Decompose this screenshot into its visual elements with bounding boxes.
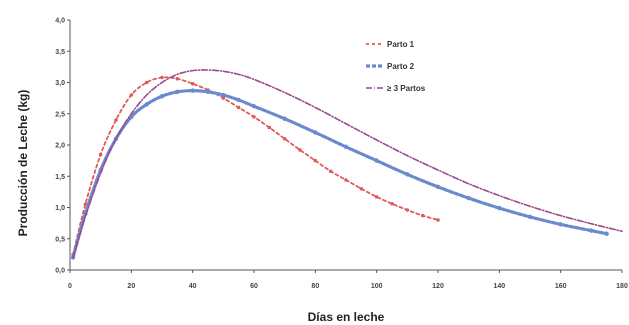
series-parto-1 <box>71 75 440 257</box>
series-line-parto-1 <box>72 76 439 256</box>
series-3-partos <box>72 69 623 259</box>
y-tick-label: 0,5 <box>55 236 65 243</box>
data-point <box>236 97 241 103</box>
data-point <box>604 231 609 236</box>
x-tick-label: 60 <box>250 283 258 290</box>
x-tick-label: 80 <box>311 283 319 290</box>
data-point <box>205 89 211 95</box>
x-tick-label: 120 <box>432 283 444 290</box>
series-parto-2 <box>70 88 609 260</box>
x-tick-label: 160 <box>555 283 567 290</box>
data-point <box>343 144 349 150</box>
data-point <box>298 148 302 152</box>
data-point <box>359 186 364 191</box>
data-point <box>251 104 257 109</box>
series-line-3-partos <box>72 69 623 259</box>
data-point <box>328 169 333 174</box>
data-point <box>435 184 441 190</box>
legend-label: Parto 2 <box>387 62 415 71</box>
series-line-parto-2 <box>71 89 609 260</box>
series-layer <box>70 69 623 260</box>
data-point <box>221 96 226 100</box>
y-tick-label: 3,5 <box>55 49 65 56</box>
y-tick-label: 2,0 <box>55 143 65 150</box>
data-point <box>558 222 563 227</box>
y-tick-label: 3,0 <box>55 80 65 87</box>
data-point <box>344 178 348 182</box>
y-tick-label: 2,5 <box>55 111 65 118</box>
data-point <box>390 201 394 206</box>
x-tick-label: 100 <box>371 283 383 290</box>
y-axis-title: Producción de Leche (kg) <box>16 90 30 237</box>
data-point <box>313 130 318 135</box>
data-point <box>405 208 410 212</box>
data-point <box>159 94 165 99</box>
data-point <box>497 205 502 211</box>
data-point <box>282 116 287 121</box>
data-point <box>466 195 471 201</box>
x-tick-label: 180 <box>616 283 628 290</box>
x-axis-title: Días en leche <box>308 310 385 324</box>
data-point <box>267 125 272 130</box>
y-tick-label: 1,5 <box>55 174 65 181</box>
data-point <box>252 115 256 119</box>
data-point <box>190 88 195 93</box>
data-point <box>83 202 88 207</box>
data-point <box>589 228 594 233</box>
data-point <box>129 93 134 97</box>
legend-label: ≥ 3 Partos <box>387 84 426 93</box>
data-point <box>160 75 164 80</box>
data-point <box>114 118 118 122</box>
y-tick-label: 4,0 <box>55 18 65 25</box>
data-point <box>313 158 318 163</box>
data-point <box>405 172 410 177</box>
tick-labels: 0,0 0,5 1,0 1,5 2,0 2,5 3,0 3,5 4,0 0 20 40 60 80 100 1… <box>55 18 628 291</box>
data-point <box>282 136 287 141</box>
data-point <box>436 218 440 222</box>
x-tick-label: 20 <box>127 283 135 290</box>
x-tick-label: 40 <box>189 283 197 290</box>
x-tick-label: 0 <box>68 283 72 290</box>
legend-label: Parto 1 <box>387 40 415 49</box>
data-point <box>420 213 425 218</box>
data-point <box>175 76 180 81</box>
legend: Parto 1 Parto 2 ≥ 3 Partos <box>366 40 426 93</box>
y-tick-label: 0,0 <box>55 268 65 275</box>
data-point <box>374 195 379 199</box>
data-point <box>236 105 241 110</box>
data-point <box>221 92 226 98</box>
data-point <box>527 214 533 220</box>
data-point <box>190 81 195 86</box>
data-point <box>374 158 379 163</box>
data-point <box>144 80 149 85</box>
data-point <box>98 152 103 157</box>
y-tick-label: 1,0 <box>55 205 65 212</box>
data-point <box>144 102 149 107</box>
x-tick-label: 140 <box>493 283 505 290</box>
data-point <box>175 89 180 95</box>
